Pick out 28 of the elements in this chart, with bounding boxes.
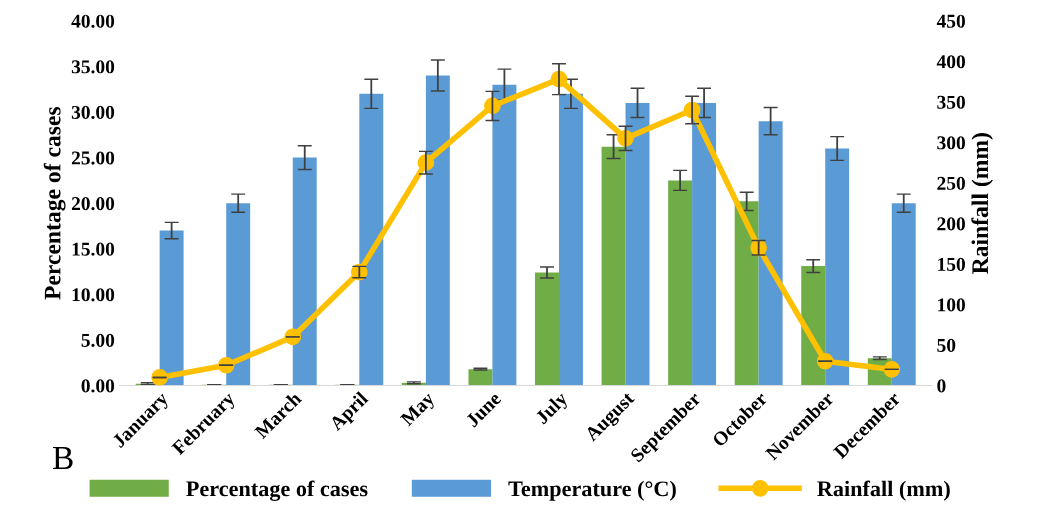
y2-tick-label: 250 xyxy=(937,176,965,190)
y-tick-label: 35.00 xyxy=(71,60,115,74)
y-tick-label: 25.00 xyxy=(71,151,115,165)
y2-tick-label: 300 xyxy=(937,136,965,150)
y-tick-label: 5.00 xyxy=(81,333,115,347)
y2-tick-label: 450 xyxy=(936,14,965,28)
y2-tick-label: 200 xyxy=(937,217,965,231)
y-tick-label: 20.00 xyxy=(71,197,115,211)
y2-tick-label: 0 xyxy=(937,379,946,393)
legend-label: Rainfall (mm) xyxy=(817,480,950,501)
x-tick-label: May xyxy=(399,391,439,430)
y-tick-label: 30.00 xyxy=(71,105,115,120)
y2-tick-label: 350 xyxy=(937,95,965,109)
y-tick-label: 40.00 xyxy=(71,14,115,28)
y2-tick-label: 400 xyxy=(936,55,965,69)
y2-tick-label: 50 xyxy=(937,338,956,352)
y2-axis-title: Rainfall (mm) xyxy=(971,133,993,274)
y-axis-title: Percentage of cases xyxy=(43,106,66,300)
legend-label: Percentage of cases xyxy=(186,480,368,501)
y-tick-label: 15.00 xyxy=(72,242,115,256)
x-tick-label: June xyxy=(465,391,502,428)
y2-tick-label: 100 xyxy=(938,298,965,312)
y2-tick-label: 150 xyxy=(938,257,965,271)
legend-label: Temperature (°C) xyxy=(508,480,676,501)
y-tick-label: 10.00 xyxy=(72,288,115,302)
y-tick-label: 0.00 xyxy=(81,379,115,393)
x-tick-label: July xyxy=(534,390,572,428)
text: B xyxy=(53,447,73,469)
